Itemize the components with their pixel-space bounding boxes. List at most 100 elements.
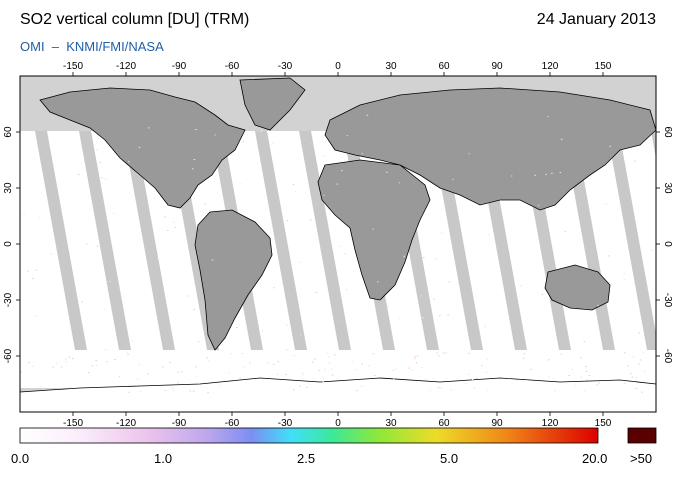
noise-pixel	[523, 353, 525, 355]
noise-pixel	[139, 390, 142, 392]
noise-pixel	[81, 301, 83, 303]
noise-pixel	[105, 349, 107, 351]
noise-pixel	[644, 370, 646, 372]
noise-pixel	[128, 391, 130, 393]
noise-pixel	[341, 170, 343, 172]
noise-pixel	[481, 365, 483, 367]
noise-pixel	[508, 378, 510, 380]
noise-pixel	[107, 290, 109, 292]
noise-pixel	[403, 255, 405, 257]
colorbar-label-1: 1.0	[154, 451, 173, 466]
noise-pixel	[312, 129, 314, 131]
noise-pixel	[239, 377, 241, 379]
noise-pixel	[211, 259, 214, 261]
noise-pixel	[272, 142, 274, 144]
noise-pixel	[228, 372, 230, 374]
noise-pixel	[630, 372, 632, 374]
lon-label-bottom: -60	[225, 418, 240, 429]
noise-pixel	[286, 324, 288, 326]
noise-pixel	[635, 388, 638, 389]
africa	[317, 159, 431, 301]
noise-pixel	[162, 366, 164, 368]
noise-pixel	[440, 387, 442, 389]
noise-pixel	[88, 372, 90, 374]
noise-pixel	[323, 155, 326, 157]
noise-pixel	[114, 359, 116, 360]
noise-pixel	[441, 232, 443, 234]
noise-pixel	[438, 387, 440, 389]
noise-pixel	[164, 390, 167, 392]
noise-pixel	[331, 374, 334, 376]
noise-pixel	[516, 380, 518, 381]
noise-pixel	[204, 203, 206, 205]
noise-pixel	[608, 255, 610, 257]
noise-pixel	[541, 293, 544, 295]
lat-label-left: 0	[3, 241, 14, 247]
noise-pixel	[530, 368, 532, 370]
noise-pixel	[242, 141, 245, 142]
noise-pixel	[361, 152, 364, 154]
noise-pixel	[425, 378, 427, 380]
noise-pixel	[311, 120, 314, 122]
noise-pixel	[109, 281, 111, 282]
lon-label-top: 0	[335, 61, 341, 72]
noise-pixel	[32, 365, 34, 367]
noise-pixel	[286, 349, 288, 351]
lat-label-right: -30	[662, 293, 673, 308]
noise-pixel	[147, 127, 150, 129]
noise-pixel	[174, 227, 176, 228]
noise-pixel	[132, 340, 134, 342]
noise-pixel	[452, 178, 454, 180]
noise-pixel	[172, 390, 175, 392]
noise-pixel	[519, 285, 522, 287]
lon-label-top: 30	[385, 61, 397, 72]
noise-pixel	[484, 326, 487, 328]
noise-pixel	[408, 367, 410, 369]
noise-pixel	[641, 391, 643, 393]
noise-pixel	[328, 356, 330, 358]
noise-pixel	[344, 253, 346, 254]
noise-pixel	[128, 167, 131, 169]
lon-label-bottom: -150	[63, 418, 83, 429]
noise-pixel	[580, 376, 582, 378]
noise-pixel	[310, 219, 312, 221]
noise-pixel	[60, 366, 63, 368]
noise-pixel	[448, 281, 451, 283]
map-date: 24 January 2013	[536, 11, 656, 28]
noise-pixel	[551, 172, 553, 174]
noise-pixel	[230, 353, 232, 355]
noise-pixel	[113, 212, 115, 214]
lon-label-bottom: 150	[595, 418, 612, 429]
noise-pixel	[345, 289, 348, 291]
noise-pixel	[323, 117, 326, 119]
noise-pixel	[398, 317, 401, 319]
map-credit: OMI – KNMI/FMI/NASA	[20, 39, 164, 54]
noise-pixel	[635, 377, 638, 378]
noise-pixel	[372, 228, 374, 230]
lat-label-left: -60	[3, 348, 14, 363]
noise-pixel	[336, 183, 338, 185]
noise-pixel	[100, 177, 103, 179]
noise-pixel	[273, 287, 275, 289]
noise-pixel	[47, 163, 49, 165]
lon-label-bottom: 90	[491, 418, 503, 429]
noise-pixel	[473, 387, 476, 389]
noise-pixel	[156, 257, 159, 259]
noise-pixel	[147, 373, 149, 375]
noise-pixel	[605, 203, 607, 205]
noise-pixel	[631, 376, 634, 378]
noise-pixel	[171, 387, 174, 389]
noise-pixel	[207, 392, 209, 394]
noise-pixel	[650, 249, 653, 251]
noise-pixel	[314, 358, 316, 360]
noise-pixel	[355, 390, 358, 391]
noise-pixel	[386, 171, 388, 173]
noise-pixel	[85, 243, 88, 245]
noise-pixel	[35, 269, 38, 271]
noise-pixel	[214, 134, 216, 136]
noise-pixel	[300, 334, 302, 336]
noise-pixel	[324, 368, 326, 370]
noise-pixel	[191, 168, 194, 170]
noise-pixel	[584, 390, 586, 392]
